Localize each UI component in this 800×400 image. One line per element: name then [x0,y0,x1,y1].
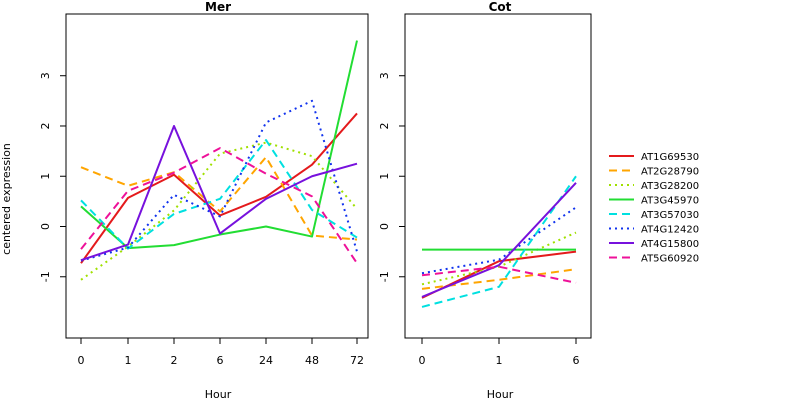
legend-item: AT3G28200 [609,181,699,192]
y-tick-label: 2 [378,122,391,129]
legend-label: AT3G28200 [641,181,699,192]
series-line-at4g12420 [80,99,358,262]
legend-item: AT2G28790 [609,167,699,178]
y-tick-label: 0 [39,223,52,230]
y-axis-label: centered expression [0,143,13,255]
legend-label: AT3G57030 [641,210,699,221]
x-tick-label: 6 [573,354,580,367]
legend-label: AT2G28790 [641,167,699,178]
legend-item: AT3G45970 [609,196,699,207]
plot-frame [404,13,592,339]
legend-item: AT4G15800 [609,239,699,250]
x-tick-label: 48 [305,354,319,367]
y-tick-label: 0 [378,223,391,230]
x-tick-label: 2 [171,354,178,367]
legend-label: AT3G45970 [641,196,699,207]
series-lines [80,40,358,281]
panel-mer: Mer centered expression Hour -1 0 1 2 3 0 1 2 6 2… [0,0,369,400]
legend-item: AT4G12420 [609,225,699,236]
legend-label: AT4G15800 [641,239,699,250]
panel-title: Mer [205,0,231,14]
x-tick-label: 24 [259,354,273,367]
y-tick-label: 3 [39,72,52,79]
axis-ticks: -1 0 1 2 3 0 1 6 [378,72,580,367]
plot-frame [65,13,369,339]
series-line-at1g69530 [80,112,358,264]
legend-item: AT1G69530 [609,152,699,163]
x-tick-label: 0 [78,354,85,367]
series-line-at4g12420 [421,206,577,275]
legend-label: AT5G60920 [641,254,699,265]
y-tick-label: -1 [39,271,52,282]
y-tick-label: -1 [378,271,391,282]
legend-label: AT4G12420 [641,225,699,236]
x-tick-label: 1 [125,354,132,367]
x-tick-label: 72 [350,354,364,367]
y-tick-label: 2 [39,122,52,129]
x-tick-label: 1 [496,354,503,367]
legend-item: AT5G60920 [609,254,699,265]
panel-cot: Cot Hour -1 0 1 2 3 0 1 6 [378,0,592,400]
x-axis-label: Hour [205,388,232,400]
x-tick-label: 6 [217,354,224,367]
y-tick-label: 1 [39,173,52,180]
series-line-at3g28200 [421,231,577,286]
axis-ticks: -1 0 1 2 3 0 1 2 6 24 48 72 [39,72,364,367]
legend: AT1G69530 AT2G28790 AT3G28200 AT3G45970 AT3G… [609,152,699,265]
y-tick-label: 3 [378,72,391,79]
series-lines [421,175,577,308]
series-line-at5g60920 [80,147,358,264]
panel-title: Cot [489,0,512,14]
series-line-at2g28790 [80,156,358,241]
series-line-at4g15800 [421,182,577,298]
x-tick-label: 0 [419,354,426,367]
series-line-at4g15800 [80,124,358,262]
legend-item: AT3G57030 [609,210,699,221]
series-line-at5g60920 [421,265,577,284]
x-axis-label: Hour [487,388,514,400]
y-tick-label: 1 [378,173,391,180]
legend-label: AT1G69530 [641,152,699,163]
series-line-at3g57030 [421,175,577,308]
